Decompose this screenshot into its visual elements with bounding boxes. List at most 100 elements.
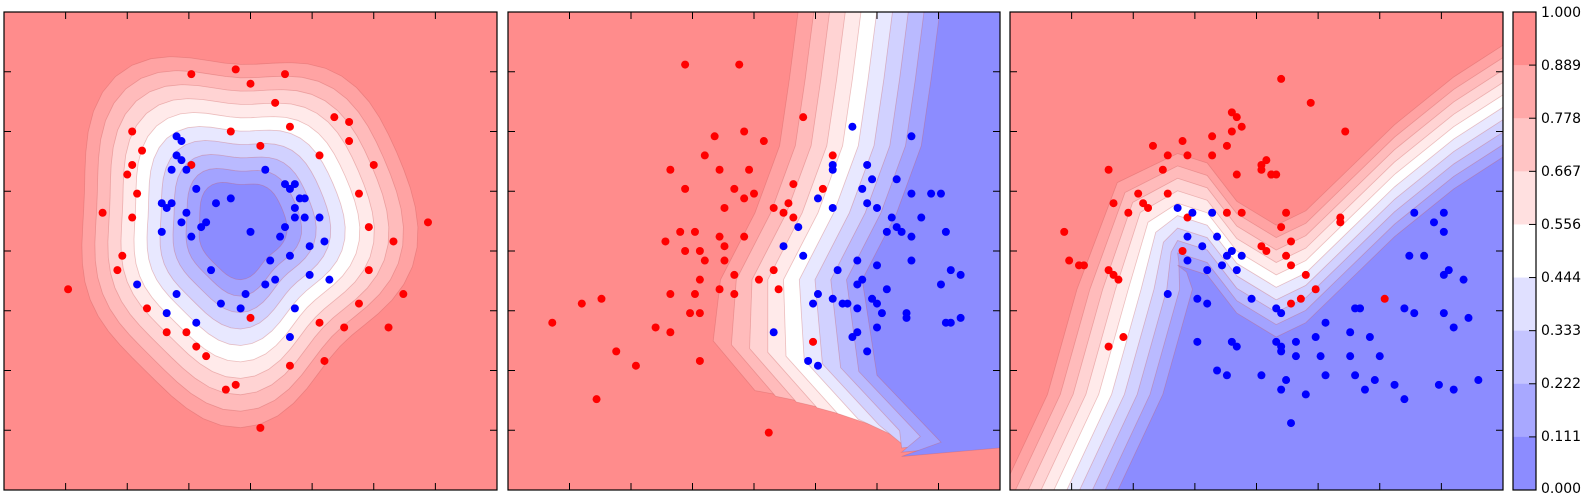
red-class-point bbox=[202, 352, 211, 361]
blue-class-point bbox=[887, 213, 896, 222]
blue-class-point bbox=[1464, 313, 1473, 322]
blue-class-point bbox=[1365, 333, 1374, 342]
red-class-point bbox=[774, 285, 783, 294]
red-class-point bbox=[695, 309, 704, 318]
red-class-point bbox=[710, 132, 719, 141]
blue-class-point bbox=[813, 290, 822, 299]
red-class-point bbox=[192, 342, 201, 351]
blue-class-point bbox=[192, 184, 201, 193]
colorbar-ticks bbox=[1529, 11, 1536, 491]
blue-class-point bbox=[1213, 232, 1222, 241]
blue-class-point bbox=[868, 175, 877, 184]
blue-class-point bbox=[1173, 203, 1182, 212]
blue-class-point bbox=[868, 294, 877, 303]
blue-class-point bbox=[936, 189, 945, 198]
red-class-point bbox=[246, 79, 255, 88]
colorbar-tick-label: 1.000 bbox=[1541, 5, 1581, 21]
blue-class-point bbox=[1198, 242, 1207, 251]
blue-class-point bbox=[1316, 352, 1325, 361]
red-class-point bbox=[118, 251, 127, 260]
blue-class-point bbox=[1193, 294, 1202, 303]
red-class-point bbox=[577, 299, 586, 308]
blue-class-point bbox=[804, 356, 813, 365]
blue-class-point bbox=[1237, 251, 1246, 260]
red-class-point bbox=[695, 356, 704, 365]
red-class-point bbox=[1208, 132, 1217, 141]
blue-class-point bbox=[1420, 251, 1429, 260]
blue-class-point bbox=[853, 304, 862, 313]
blue-class-point bbox=[261, 280, 270, 289]
blue-class-point bbox=[1277, 385, 1286, 394]
red-class-point bbox=[187, 70, 196, 79]
red-class-point bbox=[1336, 218, 1345, 227]
blue-class-point bbox=[873, 261, 881, 270]
colorbar-band bbox=[1513, 12, 1536, 66]
red-class-point bbox=[1114, 275, 1123, 284]
blue-class-point bbox=[863, 160, 872, 169]
blue-class-point bbox=[1400, 395, 1409, 404]
blue-class-point bbox=[828, 203, 837, 212]
blue-class-point bbox=[1410, 309, 1419, 318]
red-class-point bbox=[423, 218, 432, 227]
red-class-point bbox=[818, 184, 827, 193]
blue-class-point bbox=[1272, 304, 1281, 313]
red-class-point bbox=[1277, 223, 1286, 232]
blue-class-point bbox=[305, 270, 314, 279]
red-class-point bbox=[1119, 333, 1128, 342]
red-class-point bbox=[364, 266, 373, 275]
red-class-point bbox=[730, 184, 739, 193]
red-class-point bbox=[1104, 266, 1113, 275]
red-class-point bbox=[1287, 237, 1296, 246]
blue-class-point bbox=[863, 347, 872, 356]
blue-class-point bbox=[1444, 266, 1453, 275]
red-class-point bbox=[730, 270, 739, 279]
blue-class-point bbox=[877, 309, 886, 318]
plot-panel-diagonal bbox=[507, 11, 1001, 491]
blue-class-point bbox=[1232, 342, 1241, 351]
blue-class-point bbox=[843, 299, 852, 308]
red-class-point bbox=[246, 313, 255, 322]
blue-class-point bbox=[936, 280, 945, 289]
blue-class-point bbox=[281, 180, 290, 189]
scatter-points bbox=[548, 60, 965, 437]
red-class-point bbox=[128, 213, 137, 222]
red-class-point bbox=[320, 356, 329, 365]
red-class-point bbox=[384, 323, 393, 332]
blue-class-point bbox=[300, 194, 309, 203]
colorbar-tick-label: 0.889 bbox=[1541, 58, 1581, 74]
blue-class-point bbox=[187, 232, 196, 241]
blue-class-point bbox=[907, 256, 916, 265]
blue-class-point bbox=[276, 232, 285, 241]
blue-class-point bbox=[177, 156, 186, 165]
blue-class-point bbox=[290, 203, 299, 212]
red-class-point bbox=[285, 122, 294, 131]
colorbar-band bbox=[1513, 118, 1536, 172]
blue-class-point bbox=[833, 266, 842, 275]
colorbar-tick-labels: 1.000 0.889 0.778 0.667 0.556 0.444 0.33… bbox=[1541, 5, 1581, 497]
red-class-point bbox=[720, 242, 729, 251]
red-class-point bbox=[1163, 151, 1172, 160]
blue-class-point bbox=[1203, 266, 1212, 275]
red-class-point bbox=[715, 285, 724, 294]
scatter-points bbox=[64, 65, 432, 432]
blue-class-point bbox=[1232, 266, 1241, 275]
blue-class-point bbox=[828, 294, 837, 303]
blue-class-point bbox=[1217, 261, 1226, 270]
red-class-point bbox=[700, 151, 709, 160]
red-class-point bbox=[221, 385, 230, 394]
blue-class-point bbox=[892, 175, 901, 184]
blue-class-point bbox=[1188, 208, 1197, 217]
contour-band bbox=[861, 12, 1000, 457]
blue-class-point bbox=[1439, 309, 1448, 318]
red-class-point bbox=[315, 318, 324, 327]
blue-class-point bbox=[226, 194, 235, 203]
blue-class-point bbox=[1208, 208, 1217, 217]
red-class-point bbox=[1257, 242, 1266, 251]
blue-class-point bbox=[1439, 270, 1448, 279]
blue-class-point bbox=[1203, 299, 1212, 308]
blue-class-point bbox=[1370, 376, 1379, 385]
blue-class-point bbox=[1405, 251, 1414, 260]
blue-class-point bbox=[1257, 371, 1266, 380]
colorbar-band bbox=[1513, 436, 1536, 491]
blue-class-point bbox=[956, 313, 965, 322]
